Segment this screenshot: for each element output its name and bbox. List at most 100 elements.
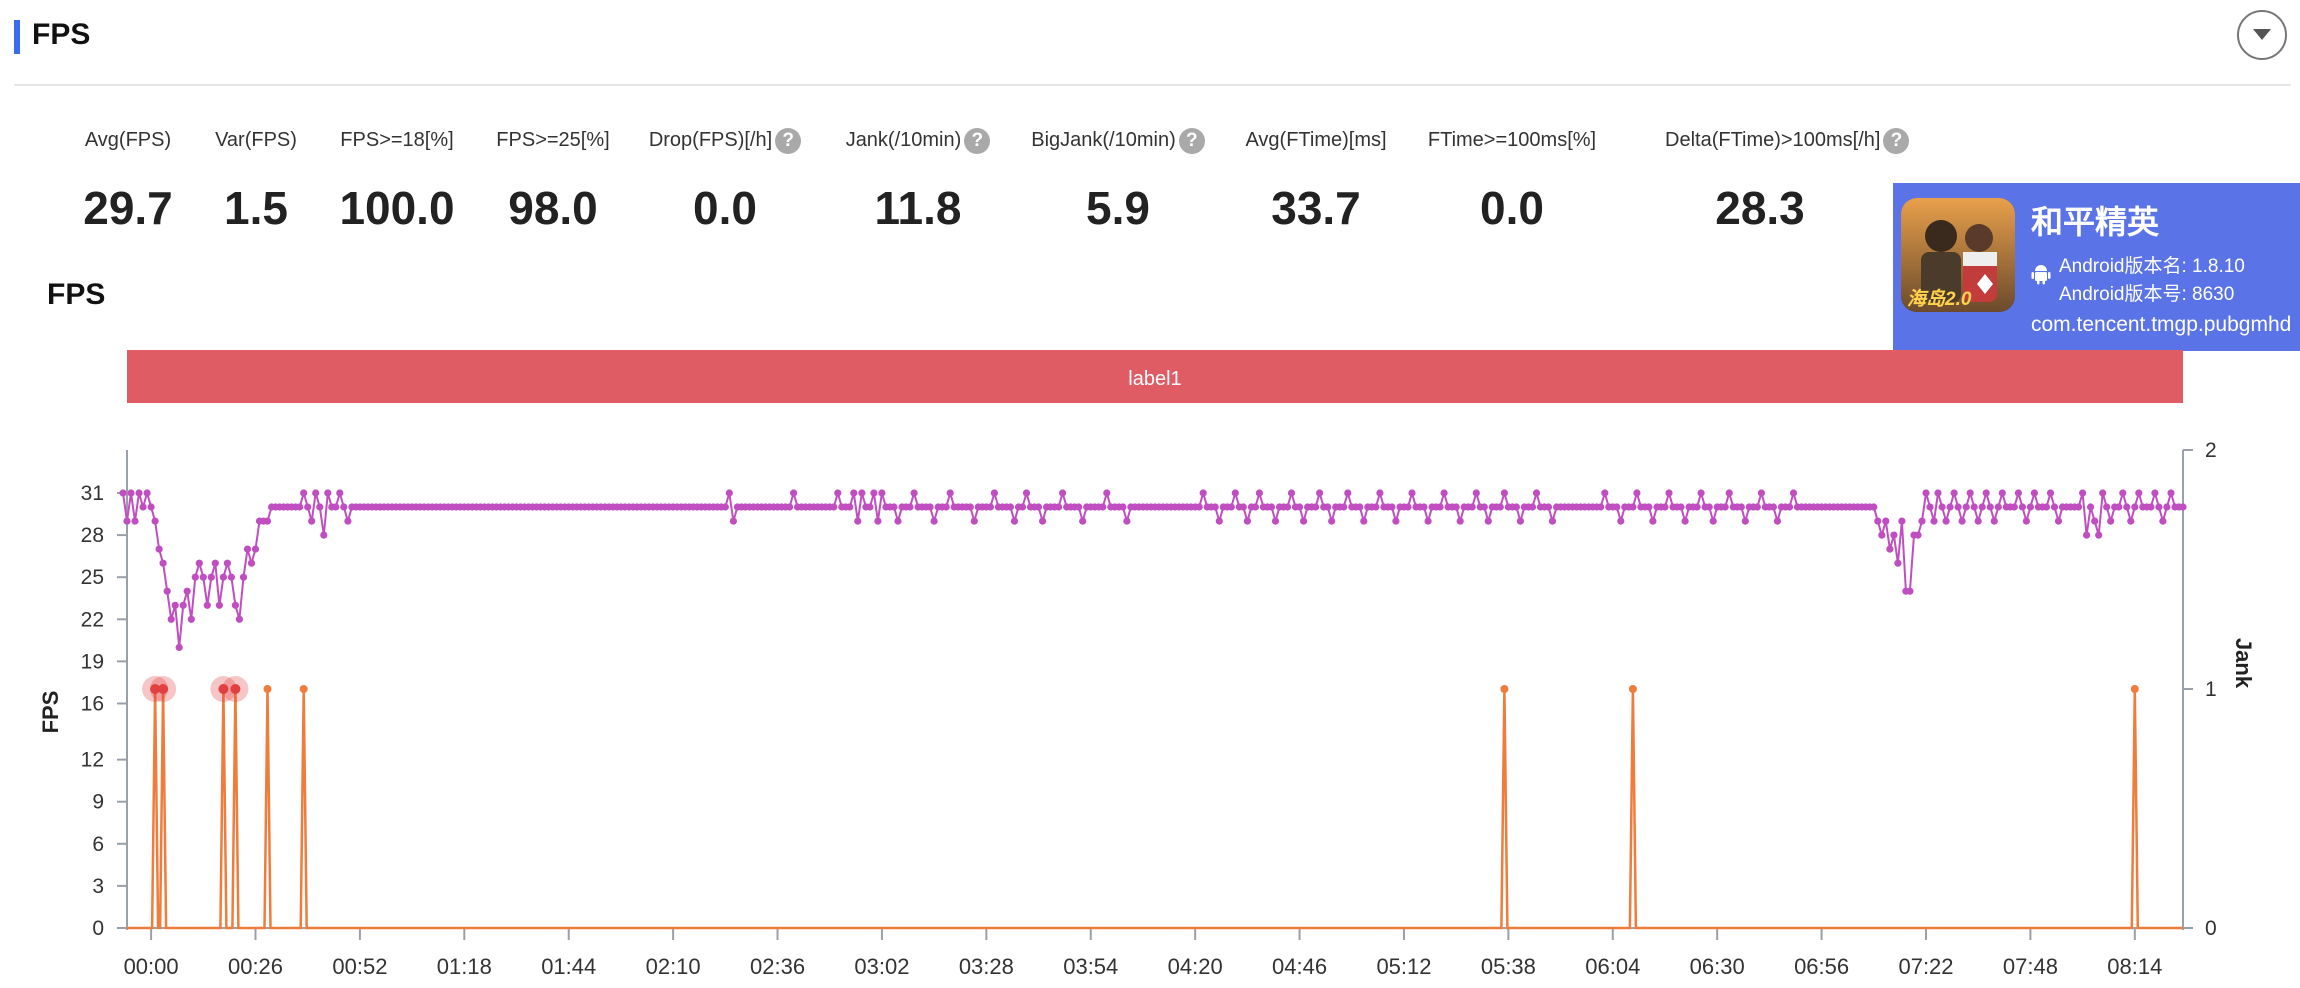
fps-point bbox=[1360, 517, 1368, 525]
fps-point bbox=[1978, 503, 1986, 511]
fps-point bbox=[1324, 503, 1332, 511]
collapse-button[interactable] bbox=[2237, 10, 2287, 60]
metric-value: 11.8 bbox=[874, 182, 962, 234]
fps-point bbox=[207, 573, 215, 581]
fps-point bbox=[790, 489, 798, 497]
fps-point bbox=[1677, 503, 1685, 511]
fps-point bbox=[123, 517, 131, 525]
fps-point bbox=[894, 517, 902, 525]
fps-point bbox=[1496, 503, 1504, 511]
y-tick-label: 25 bbox=[81, 566, 104, 589]
fps-point bbox=[2179, 503, 2187, 511]
y-tick-label: 31 bbox=[81, 482, 104, 505]
fps-point bbox=[1721, 503, 1729, 511]
fps-point bbox=[332, 503, 340, 511]
fps-point bbox=[970, 517, 978, 525]
jank-point bbox=[2130, 685, 2139, 693]
metric-value: 0.0 bbox=[693, 182, 757, 234]
fps-point bbox=[834, 489, 842, 497]
android-version-code: Android版本号: 8630 bbox=[2059, 284, 2235, 305]
fps-point bbox=[930, 517, 938, 525]
x-tick-label: 05:38 bbox=[1481, 954, 1536, 979]
fps-point bbox=[2054, 517, 2063, 525]
fps-point bbox=[1255, 489, 1263, 497]
fps-point bbox=[2091, 517, 2099, 525]
fps-point bbox=[1950, 489, 1958, 497]
x-tick-label: 04:46 bbox=[1272, 954, 1327, 979]
jank-series-line bbox=[127, 688, 2183, 930]
fps-point bbox=[1597, 503, 1605, 511]
fps-point bbox=[1034, 503, 1043, 511]
jank-point bbox=[1628, 685, 1637, 693]
fps-point bbox=[2107, 517, 2115, 525]
fps-point bbox=[1059, 489, 1067, 497]
help-icon[interactable]: ? bbox=[775, 127, 802, 154]
fps-point bbox=[1123, 517, 1131, 525]
help-icon[interactable]: ? bbox=[1883, 127, 1910, 154]
fps-point bbox=[2046, 489, 2055, 497]
fps-point bbox=[211, 559, 219, 567]
fps-point bbox=[1312, 503, 1320, 511]
fps-point bbox=[1283, 503, 1292, 511]
fps-point bbox=[296, 503, 304, 511]
fps-point bbox=[830, 503, 838, 511]
fps-point bbox=[2087, 503, 2095, 511]
fps-point bbox=[2079, 489, 2087, 497]
fps-point bbox=[1010, 517, 1019, 525]
fps-point bbox=[2147, 503, 2155, 511]
chart-title: FPS bbox=[47, 278, 106, 311]
x-tick-label: 02:10 bbox=[646, 954, 701, 979]
fps-point bbox=[1898, 517, 1906, 525]
fps-point bbox=[1998, 489, 2006, 497]
metric-value: 0.0 bbox=[1480, 182, 1544, 234]
metric-6: Jank(/10min)? 11.8 bbox=[823, 125, 1013, 235]
fps-point bbox=[2135, 489, 2143, 497]
fps-point bbox=[1296, 503, 1304, 511]
fps-point bbox=[215, 601, 223, 609]
fps-point bbox=[1215, 517, 1223, 525]
fps-point bbox=[1372, 503, 1380, 511]
fps-point bbox=[874, 517, 882, 525]
fps-point bbox=[1328, 517, 1336, 525]
fps-point bbox=[1886, 545, 1894, 553]
y2-tick-label: 0 bbox=[2205, 917, 2217, 940]
package-name: com.tencent.tmgp.pubgmhd bbox=[2031, 313, 2292, 336]
fps-point bbox=[167, 615, 175, 623]
metric-9: FTime>=100ms[%] 0.0 bbox=[1417, 125, 1607, 235]
fps-point bbox=[2131, 503, 2139, 511]
fps-point bbox=[1970, 503, 1978, 511]
fps-point bbox=[1440, 489, 1448, 497]
fps-point bbox=[155, 545, 163, 553]
metric-value: 29.7 bbox=[83, 182, 173, 234]
help-icon[interactable]: ? bbox=[1178, 127, 1205, 154]
fps-point bbox=[1099, 503, 1107, 511]
fps-point bbox=[2127, 517, 2135, 525]
y2-tick-label: 1 bbox=[2205, 678, 2217, 701]
fps-point bbox=[2010, 503, 2018, 511]
fps-point bbox=[1990, 517, 1998, 525]
help-icon[interactable]: ? bbox=[964, 127, 991, 154]
fps-point bbox=[1785, 503, 1794, 511]
x-tick-label: 07:22 bbox=[1898, 954, 1953, 979]
metric-4: FPS>=25[%] 98.0 bbox=[458, 125, 648, 235]
metric-label: BigJank(/10min)? bbox=[1023, 125, 1213, 155]
fps-point bbox=[308, 517, 316, 525]
metric-label: Delta(FTime)>100ms[/h]? bbox=[1665, 125, 1910, 155]
y-tick-label: 3 bbox=[92, 875, 104, 898]
x-tick-label: 03:02 bbox=[854, 954, 909, 979]
fps-point bbox=[119, 489, 127, 497]
app-info-card: 海岛2.0 和平精英 Android版本名: 1.8.10 Android版本号… bbox=[1893, 183, 2300, 351]
fps-point bbox=[1103, 489, 1111, 497]
fps-point bbox=[786, 503, 794, 511]
y-tick-label: 0 bbox=[92, 917, 104, 940]
fps-point bbox=[159, 559, 167, 567]
x-tick-label: 01:44 bbox=[541, 954, 596, 979]
fps-point bbox=[1532, 489, 1541, 497]
fps-point bbox=[1516, 517, 1524, 525]
fps-point bbox=[1195, 503, 1203, 511]
fps-point bbox=[219, 573, 227, 581]
fps-point bbox=[1392, 517, 1400, 525]
fps-point bbox=[1934, 489, 1942, 497]
fps-point bbox=[1456, 517, 1464, 525]
metric-label: Avg(FTime)[ms] bbox=[1245, 129, 1387, 151]
